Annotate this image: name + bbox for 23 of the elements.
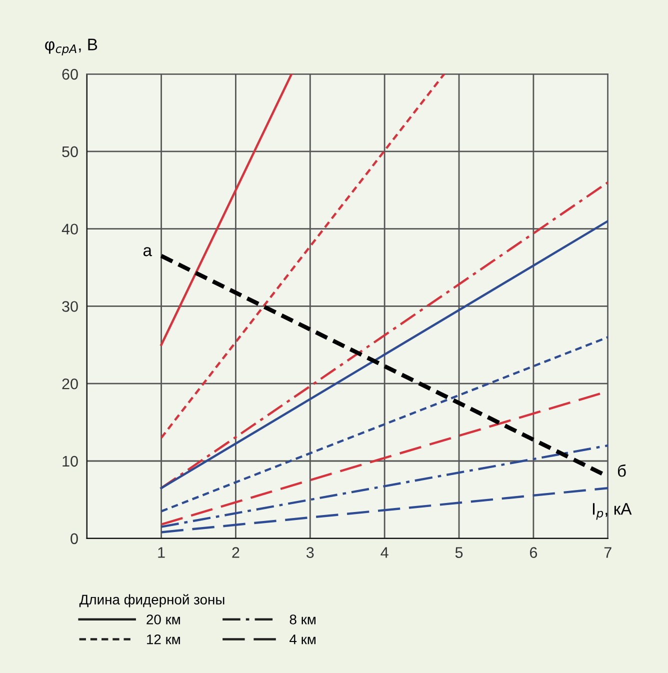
x-tick-label: 5 bbox=[455, 547, 463, 558]
text: 12 км bbox=[147, 634, 180, 644]
y-tick-label: 30 bbox=[62, 301, 78, 312]
x-tick-label: 4 bbox=[380, 547, 388, 558]
x-axis-title: I$_{р}$, кА bbox=[592, 503, 632, 520]
legend-title: Длина фидерной зоны bbox=[79, 594, 224, 608]
text: 8 км bbox=[290, 614, 316, 624]
x-tick-label: 7 bbox=[604, 547, 612, 558]
x-tick-label: 1 bbox=[158, 547, 165, 558]
y-tick-label: 60 bbox=[62, 68, 78, 80]
annotation: а bbox=[143, 247, 152, 256]
y-tick-label: 20 bbox=[62, 378, 78, 390]
x-tick-label: 6 bbox=[530, 547, 538, 558]
y-tick-label: 10 bbox=[62, 456, 78, 467]
annotation: б bbox=[618, 464, 626, 477]
x-tick-label: 2 bbox=[232, 547, 240, 558]
x-tick-label: 3 bbox=[306, 547, 314, 558]
y-tick-label: 40 bbox=[62, 224, 78, 235]
text: 4 км bbox=[290, 634, 316, 644]
y-axis-title: φ$_{срА}$, В bbox=[45, 38, 98, 56]
y-tick-label: 0 bbox=[70, 533, 78, 544]
text: 20 км bbox=[146, 614, 180, 624]
y-tick-label: 50 bbox=[62, 146, 78, 158]
